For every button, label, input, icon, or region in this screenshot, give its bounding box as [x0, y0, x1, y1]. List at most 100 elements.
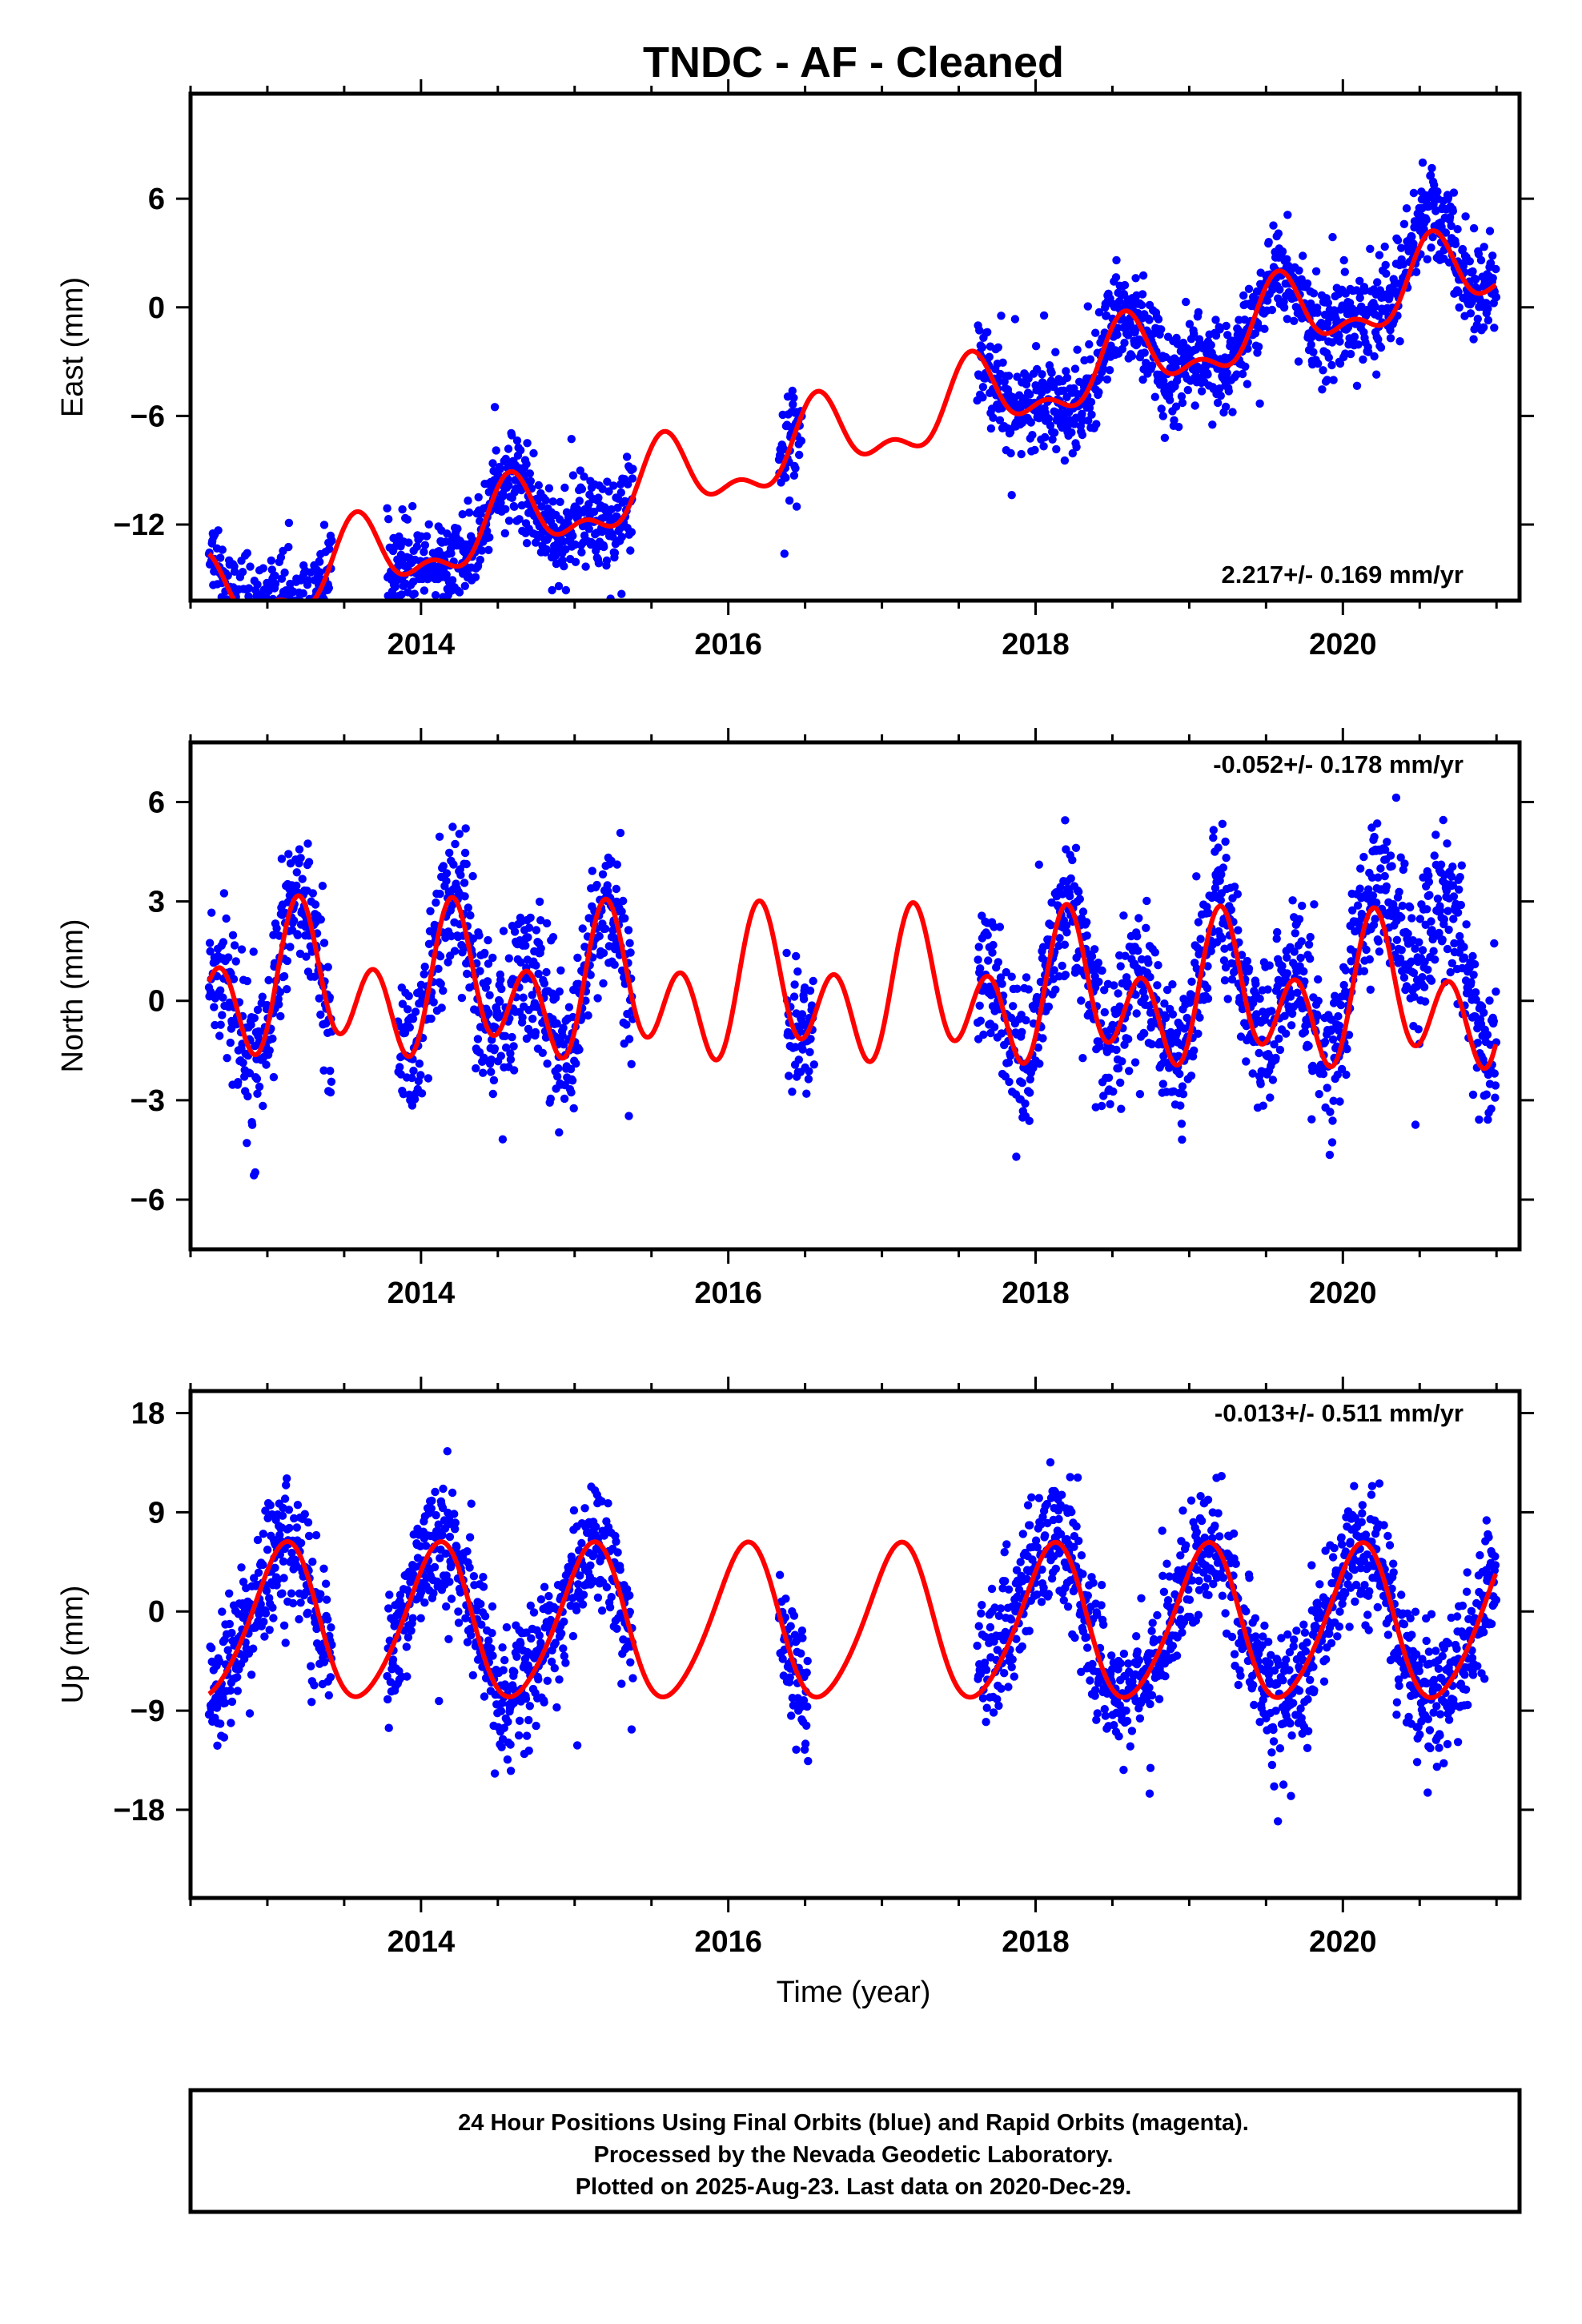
data-point — [1034, 860, 1044, 869]
data-point — [1220, 976, 1230, 985]
data-point — [785, 1072, 793, 1080]
data-point — [506, 1055, 516, 1064]
data-point — [1484, 304, 1492, 313]
data-point — [231, 957, 240, 966]
data-point — [789, 1611, 799, 1620]
data-point — [303, 1608, 312, 1618]
data-point — [1166, 1039, 1176, 1048]
data-point — [268, 1034, 277, 1043]
data-point — [561, 545, 570, 554]
data-point — [1176, 1101, 1185, 1110]
data-point — [1062, 367, 1070, 376]
data-point — [1104, 1073, 1114, 1083]
data-point — [1359, 355, 1367, 364]
data-point — [580, 1504, 589, 1513]
data-point — [788, 1088, 797, 1096]
data-point — [1420, 997, 1430, 1006]
y-tick-label: 6 — [148, 183, 165, 216]
data-point — [1472, 995, 1480, 1004]
data-point — [1475, 1115, 1484, 1124]
data-point — [1223, 331, 1232, 340]
data-point — [278, 1589, 287, 1598]
data-point — [448, 822, 457, 831]
data-point — [311, 900, 320, 909]
data-point — [1110, 981, 1118, 990]
data-point — [616, 1566, 624, 1574]
data-point — [1441, 228, 1451, 237]
data-point — [524, 1715, 533, 1725]
data-point — [435, 832, 444, 842]
data-point — [1318, 385, 1327, 394]
data-point — [477, 546, 487, 555]
data-point — [1428, 232, 1437, 242]
data-point — [1418, 946, 1427, 955]
data-point — [296, 854, 305, 862]
data-point — [422, 532, 432, 541]
data-point — [602, 556, 612, 565]
data-point — [276, 1011, 285, 1021]
data-point — [237, 945, 247, 954]
data-point — [1344, 1031, 1354, 1039]
data-point — [1062, 921, 1071, 930]
y-axis-label: North (mm) — [56, 919, 90, 1072]
data-point — [1272, 935, 1281, 943]
data-point — [222, 914, 231, 923]
data-point — [1457, 861, 1467, 870]
data-point — [1007, 491, 1016, 500]
data-point — [284, 542, 293, 552]
data-point — [1118, 344, 1127, 354]
data-point — [468, 871, 477, 881]
data-point — [464, 508, 474, 517]
data-point — [1025, 1116, 1034, 1125]
data-point — [1207, 340, 1215, 350]
data-point — [1387, 862, 1396, 870]
data-point — [1233, 890, 1243, 899]
data-point — [1300, 1027, 1310, 1036]
data-point — [564, 1003, 574, 1011]
data-point — [983, 931, 992, 939]
data-point — [1112, 1045, 1121, 1055]
data-point — [791, 464, 800, 472]
data-point — [1222, 854, 1231, 862]
data-point — [420, 586, 429, 595]
data-point — [1311, 267, 1321, 275]
data-point — [506, 1740, 515, 1749]
data-point — [1033, 364, 1042, 374]
data-point — [528, 991, 536, 999]
plot-frame — [188, 91, 1522, 603]
data-point — [1427, 917, 1435, 926]
data-point — [976, 1016, 986, 1025]
data-point — [555, 987, 564, 996]
data-point — [411, 1007, 420, 1016]
data-point — [561, 585, 571, 595]
data-point — [469, 1572, 479, 1581]
data-point — [997, 1029, 1006, 1038]
data-point — [1125, 1067, 1134, 1076]
data-point — [497, 1743, 506, 1751]
data-point — [1227, 975, 1237, 984]
data-point — [525, 1702, 534, 1711]
data-point — [279, 1574, 288, 1582]
data-point — [1022, 1015, 1030, 1025]
data-point — [543, 1059, 552, 1068]
data-point — [1446, 967, 1455, 977]
data-point — [1374, 873, 1383, 882]
data-point — [490, 1769, 500, 1778]
data-point — [627, 528, 636, 537]
data-point — [1364, 348, 1373, 356]
data-point — [532, 926, 541, 935]
data-point — [255, 1082, 264, 1092]
data-point — [534, 480, 543, 490]
data-point — [383, 1695, 392, 1704]
data-point — [506, 1767, 516, 1775]
data-point — [430, 1562, 440, 1572]
data-point — [1448, 207, 1458, 215]
data-point — [398, 1602, 407, 1610]
data-point — [1359, 967, 1369, 975]
data-point — [1382, 882, 1391, 891]
data-point — [441, 1549, 450, 1558]
data-point — [1395, 887, 1403, 897]
data-point — [479, 1573, 488, 1582]
data-point — [438, 1530, 447, 1540]
data-point — [1068, 855, 1077, 865]
